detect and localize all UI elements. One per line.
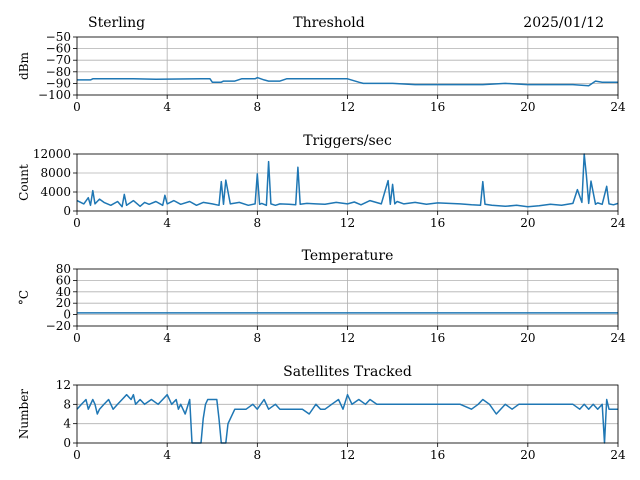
x-tick-label: 20 [520, 331, 535, 345]
y-tick-label: −20 [46, 319, 71, 333]
y-tick-label: 12 [56, 378, 71, 392]
plot-title-threshold: Threshold [293, 15, 364, 31]
chart-title: Satellites Tracked [283, 364, 412, 380]
y-tick-label: −50 [46, 30, 71, 44]
x-tick-label: 20 [520, 100, 535, 114]
y-tick-label: 4000 [40, 185, 71, 199]
y-axis-label: Number [17, 389, 31, 439]
x-tick-label: 12 [340, 331, 355, 345]
x-tick-label: 0 [73, 448, 81, 462]
y-tick-label: 80 [56, 262, 71, 276]
x-tick-label: 24 [610, 448, 626, 462]
x-tick-label: 12 [340, 448, 355, 462]
x-tick-label: 16 [430, 216, 445, 230]
x-tick-label: 24 [610, 216, 626, 230]
x-tick-label: 20 [520, 448, 535, 462]
y-tick-label: 20 [56, 296, 71, 310]
series-line-satellites [76, 393, 618, 444]
x-tick-label: 24 [610, 100, 626, 114]
chart-satellites: 0 4 8 12 16 20 24 0 4 8 12 Satellites Tracked Number [17, 364, 626, 462]
y-tick-label: 4 [63, 417, 71, 431]
x-tick-label: 24 [610, 331, 626, 345]
chart-triggers: 0 4 8 12 16 20 24 0 4000 8000 12000 Triggers/sec Cou… [17, 133, 626, 230]
series-line-triggers [76, 153, 619, 208]
x-tick-label: 16 [430, 448, 445, 462]
x-tick-label: 12 [340, 216, 355, 230]
y-tick-label: −70 [46, 53, 71, 67]
x-tick-label: 8 [254, 216, 262, 230]
y-axis-label: °C [17, 290, 31, 305]
y-tick-label: 0 [63, 308, 71, 322]
chart-title: Temperature [302, 248, 394, 264]
chart-title: Triggers/sec [303, 133, 392, 149]
x-tick-label: 4 [163, 216, 171, 230]
y-axis-label: Count [17, 164, 31, 201]
y-tick-label: 8 [63, 397, 71, 411]
y-tick-label: −90 [46, 76, 71, 90]
date-label: 2025/01/12 [523, 15, 604, 31]
x-tick-label: 4 [163, 331, 171, 345]
y-tick-label: 40 [56, 285, 71, 299]
x-tick-label: 0 [73, 216, 81, 230]
x-tick-label: 12 [340, 100, 355, 114]
x-tick-label: 8 [254, 331, 262, 345]
y-tick-label: −80 [46, 65, 71, 79]
y-tick-label: −100 [38, 88, 71, 102]
chart-panels: 0 4 8 12 16 20 24 −100−90−80−70−60−50 dBm 0 4 8 12 16… [17, 30, 626, 462]
x-tick-label: 4 [163, 448, 171, 462]
station-name: Sterling [88, 15, 145, 31]
y-tick-label: 0 [63, 204, 71, 218]
y-tick-label: 12000 [33, 147, 71, 161]
chart-threshold: 0 4 8 12 16 20 24 −100−90−80−70−60−50 dBm [17, 30, 626, 114]
x-tick-label: 8 [254, 100, 262, 114]
x-tick-label: 8 [254, 448, 262, 462]
x-tick-label: 4 [163, 100, 171, 114]
y-tick-label: 60 [56, 273, 71, 287]
x-tick-label: 16 [430, 100, 445, 114]
y-axis-label: dBm [17, 51, 31, 80]
y-tick-label: 8000 [40, 166, 71, 180]
y-tick-label: −60 [46, 42, 71, 56]
x-tick-label: 0 [73, 100, 81, 114]
y-tick-label: 0 [63, 436, 71, 450]
series-line-threshold [77, 76, 618, 87]
x-tick-label: 0 [73, 331, 81, 345]
x-tick-label: 16 [430, 331, 445, 345]
x-tick-label: 20 [520, 216, 535, 230]
